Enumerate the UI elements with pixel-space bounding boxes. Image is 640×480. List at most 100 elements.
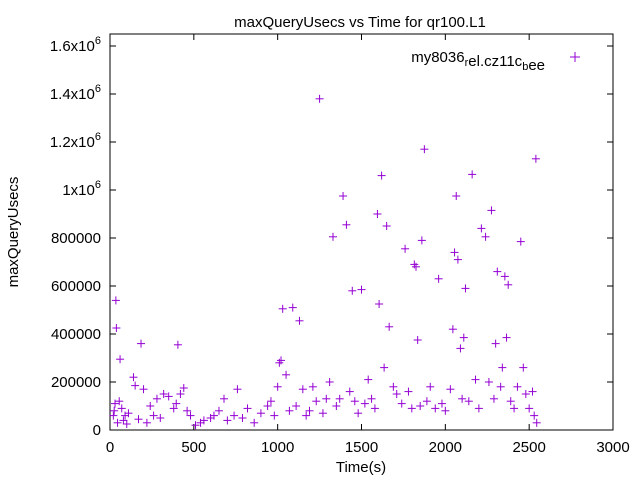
data-point: [468, 170, 477, 179]
x-tick-label-5: 2500: [512, 439, 545, 456]
data-point: [446, 385, 455, 394]
x-tick-label-2: 1000: [261, 439, 294, 456]
data-point: [173, 340, 182, 349]
data-point: [146, 402, 155, 410]
data-point: [115, 397, 124, 406]
data-point: [367, 394, 376, 403]
data-point: [519, 363, 528, 372]
data-point: [186, 411, 195, 420]
data-point: [513, 382, 522, 391]
data-point: [111, 296, 120, 305]
data-point: [487, 206, 496, 215]
data-point: [417, 236, 426, 245]
data-point: [214, 406, 223, 415]
data-point: [298, 385, 307, 394]
data-point: [137, 339, 146, 348]
data-point: [516, 237, 525, 246]
data-point: [377, 171, 386, 180]
data-point: [407, 404, 416, 413]
data-point: [426, 382, 435, 391]
data-point: [481, 232, 490, 241]
data-point: [112, 324, 121, 332]
data-point: [416, 402, 425, 410]
data-point: [230, 411, 239, 420]
data-point: [521, 390, 530, 398]
data-point: [397, 399, 406, 408]
data-point: [448, 325, 457, 334]
x-tick-label-3: 1500: [345, 439, 378, 456]
data-point: [156, 414, 165, 422]
data-point: [250, 418, 259, 427]
chart-title: maxQueryUsecs vs Time for qr100.L1: [234, 14, 486, 31]
data-point: [277, 356, 286, 365]
data-point: [273, 382, 282, 391]
data-point: [357, 285, 366, 294]
y-tick-label-7: 1.4x106: [50, 83, 101, 103]
data-point: [191, 421, 200, 430]
data-point: [266, 397, 275, 406]
y-tick-label-0: 0: [93, 422, 101, 439]
data-point: [172, 399, 181, 408]
data-point: [502, 333, 511, 342]
data-point: [498, 363, 507, 372]
data-point: [134, 415, 143, 424]
plot-area: [109, 33, 614, 431]
data-point: [308, 382, 317, 391]
data-point: [452, 192, 461, 200]
data-point: [532, 418, 541, 427]
data-point: [385, 322, 394, 331]
data-point: [149, 411, 158, 420]
data-point: [364, 375, 373, 384]
data-point: [328, 232, 337, 241]
data-point: [342, 220, 351, 229]
data-point: [370, 404, 379, 413]
data-point: [179, 384, 188, 392]
x-axis-label: Time(s): [336, 459, 386, 476]
data-point: [500, 272, 509, 281]
data-point: [322, 394, 331, 403]
data-point: [110, 406, 119, 415]
data-point: [117, 404, 126, 413]
data-point: [345, 387, 354, 396]
y-axis-label: maxQueryUsecs: [5, 177, 22, 288]
data-point: [441, 406, 450, 415]
y-tick-label-6: 1.2x106: [50, 131, 101, 151]
data-point: [325, 378, 334, 386]
y-axis: 0 200000 400000 600000 800000 1x106 1.2x106 1.4…: [50, 35, 613, 439]
data-point: [360, 399, 369, 408]
data-point: [434, 274, 443, 283]
data-point: [528, 387, 537, 396]
y-tick-label-4: 800000: [51, 230, 101, 247]
data-point: [263, 402, 272, 410]
data-point: [256, 409, 265, 418]
data-point: [510, 404, 519, 413]
data-point: [302, 411, 311, 420]
data-point: [111, 399, 120, 408]
data-point: [318, 409, 327, 418]
data-point: [116, 355, 125, 364]
y-tick-label-1: 200000: [51, 374, 101, 391]
data-point: [315, 94, 324, 103]
data-point: [459, 333, 468, 342]
data-point: [413, 336, 422, 344]
data-point: [119, 416, 128, 425]
data-point: [456, 344, 465, 353]
data-point: [223, 416, 232, 425]
data-point: [109, 411, 118, 420]
data-point: [453, 255, 462, 264]
data-point: [142, 418, 151, 427]
data-point: [389, 382, 398, 391]
data-point: [124, 409, 133, 418]
data-point: [382, 222, 391, 230]
data-point: [458, 394, 467, 403]
data-point: [305, 406, 314, 415]
plot-frame: [109, 33, 614, 431]
data-point: [373, 210, 382, 218]
data-point: [209, 411, 218, 420]
data-point: [152, 394, 161, 403]
data-point: [525, 404, 534, 413]
legend-label: my8036rel.cz11cbee: [411, 49, 545, 74]
data-point: [450, 248, 459, 257]
data-point: [285, 406, 294, 415]
data-point: [129, 373, 138, 382]
